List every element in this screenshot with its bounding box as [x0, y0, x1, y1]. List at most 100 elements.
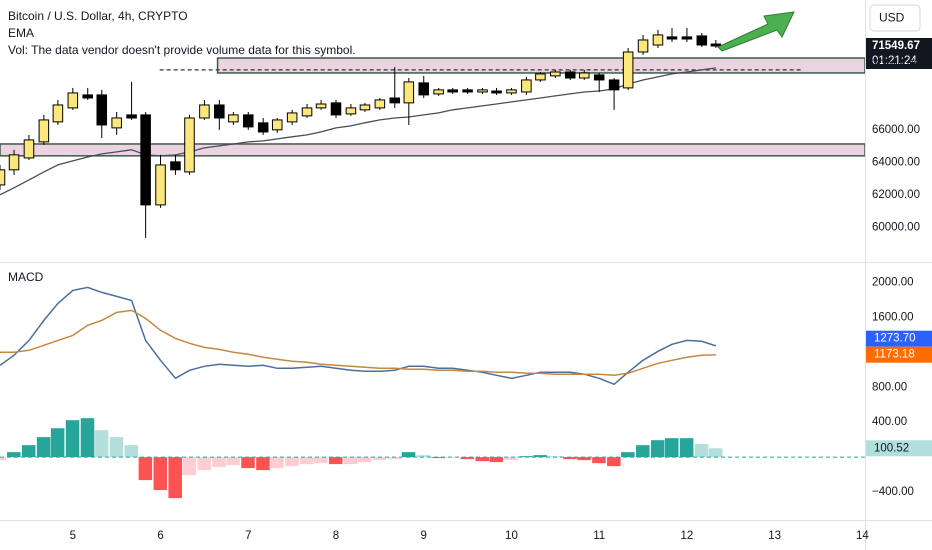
candle-body: [0, 169, 6, 186]
candle-body: [593, 74, 605, 81]
price-zone: [216, 57, 865, 74]
candle-body: [389, 97, 401, 104]
value-label: 100.52: [874, 442, 909, 454]
candle-body: [681, 36, 693, 40]
candle-body: [622, 51, 634, 89]
candle-body: [38, 119, 50, 143]
macd-line: [0, 309, 716, 377]
x-tick-label: 8: [333, 530, 339, 542]
histogram-bar: [212, 457, 226, 468]
histogram-bar: [36, 437, 51, 458]
histogram-bar: [401, 452, 416, 458]
histogram-bar: [328, 457, 343, 465]
indicator-label: EMA: [8, 26, 34, 40]
currency-label[interactable]: USD: [879, 11, 905, 25]
x-tick-label: 6: [157, 530, 163, 542]
histogram-bar: [577, 457, 591, 461]
histogram-bar: [708, 448, 723, 458]
last-price-label: 71549.67: [872, 40, 920, 52]
candle-body: [286, 112, 298, 123]
candle-body: [271, 119, 283, 131]
histogram-bar: [475, 457, 490, 462]
histogram-bar: [489, 457, 504, 463]
histogram-bar: [650, 440, 665, 458]
candle-body: [8, 154, 20, 171]
overlay: 71549.67 01:21:24 1273.70 1173.18 100.52: [866, 37, 932, 457]
histogram-bar: [416, 455, 431, 458]
histogram-bar: [431, 457, 446, 459]
candle-body: [696, 35, 708, 46]
candle-body: [214, 104, 225, 119]
y-tick-label: 60000.00: [872, 222, 920, 234]
candle-body: [242, 114, 254, 128]
candle-body: [666, 36, 678, 40]
histogram-bar: [460, 457, 475, 460]
histogram-bar: [226, 457, 240, 466]
histogram-bar: [533, 455, 547, 458]
candle-body: [52, 104, 64, 123]
currency-button[interactable]: [869, 4, 921, 32]
histogram-bar: [607, 457, 621, 467]
trend-arrow: [717, 11, 795, 52]
candle-body: [184, 117, 195, 173]
histogram-bar: [21, 445, 36, 458]
value-label-box: [866, 330, 932, 347]
histogram-bar: [138, 457, 153, 481]
y-tick-label: 400.00: [872, 416, 907, 428]
histogram-bar: [285, 457, 299, 467]
x-tick-label: 5: [70, 530, 76, 542]
y-tick-label: 66000.00: [872, 124, 920, 136]
histogram-bar: [664, 438, 679, 458]
histogram-bar: [153, 457, 168, 491]
histogram-bar: [168, 457, 182, 499]
y-tick-label: 1600.00: [872, 311, 914, 323]
candle-body: [535, 73, 546, 81]
candle-body: [578, 72, 590, 79]
candle-body: [491, 90, 502, 94]
candle-body: [96, 94, 108, 126]
candle-body: [257, 122, 269, 133]
candle-body: [506, 89, 517, 94]
histogram-bar: [694, 444, 709, 458]
candle-body: [418, 82, 429, 96]
candle-body: [447, 89, 458, 93]
candle-body: [315, 103, 327, 109]
x-tick-label: 12: [681, 530, 694, 542]
macd-line: [0, 286, 717, 386]
candle-body: [374, 99, 386, 109]
candle-body: [403, 81, 415, 104]
candle-body: [521, 79, 532, 93]
histogram-bar: [7, 452, 21, 458]
histogram-bar: [445, 457, 460, 458]
candle-body: [111, 117, 122, 129]
histogram-bar: [94, 430, 109, 458]
histogram-bar: [197, 457, 211, 471]
candle-body: [82, 94, 94, 99]
y-tick-label: 2000.00: [872, 276, 914, 288]
candle-body: [199, 104, 210, 119]
value-label-box: [866, 440, 932, 457]
candle-body: [345, 107, 357, 115]
countdown-label: 01:21:24: [872, 55, 917, 67]
x-tick-label: 11: [593, 530, 605, 542]
histogram-bar: [314, 457, 328, 464]
histogram-bar: [679, 438, 694, 458]
candle-body: [228, 114, 239, 123]
candle-body: [67, 92, 79, 109]
histogram-bar: [563, 457, 577, 460]
x-tick-label: 14: [856, 530, 869, 542]
histogram-bar: [387, 457, 402, 460]
macd-pane: [0, 286, 865, 499]
candle-body: [170, 161, 181, 171]
last-price-box: [866, 37, 932, 69]
histogram-bar: [0, 457, 7, 461]
candle-body: [140, 114, 151, 206]
histogram-bar: [504, 457, 518, 461]
value-label: 1273.70: [874, 333, 916, 345]
histogram-bar: [65, 420, 80, 458]
histogram-bar: [80, 418, 95, 458]
chart-title: Bitcoin / U.S. Dollar, 4h, CRYPTO: [8, 9, 188, 23]
histogram-bar: [270, 457, 284, 469]
candle-body: [637, 39, 649, 53]
